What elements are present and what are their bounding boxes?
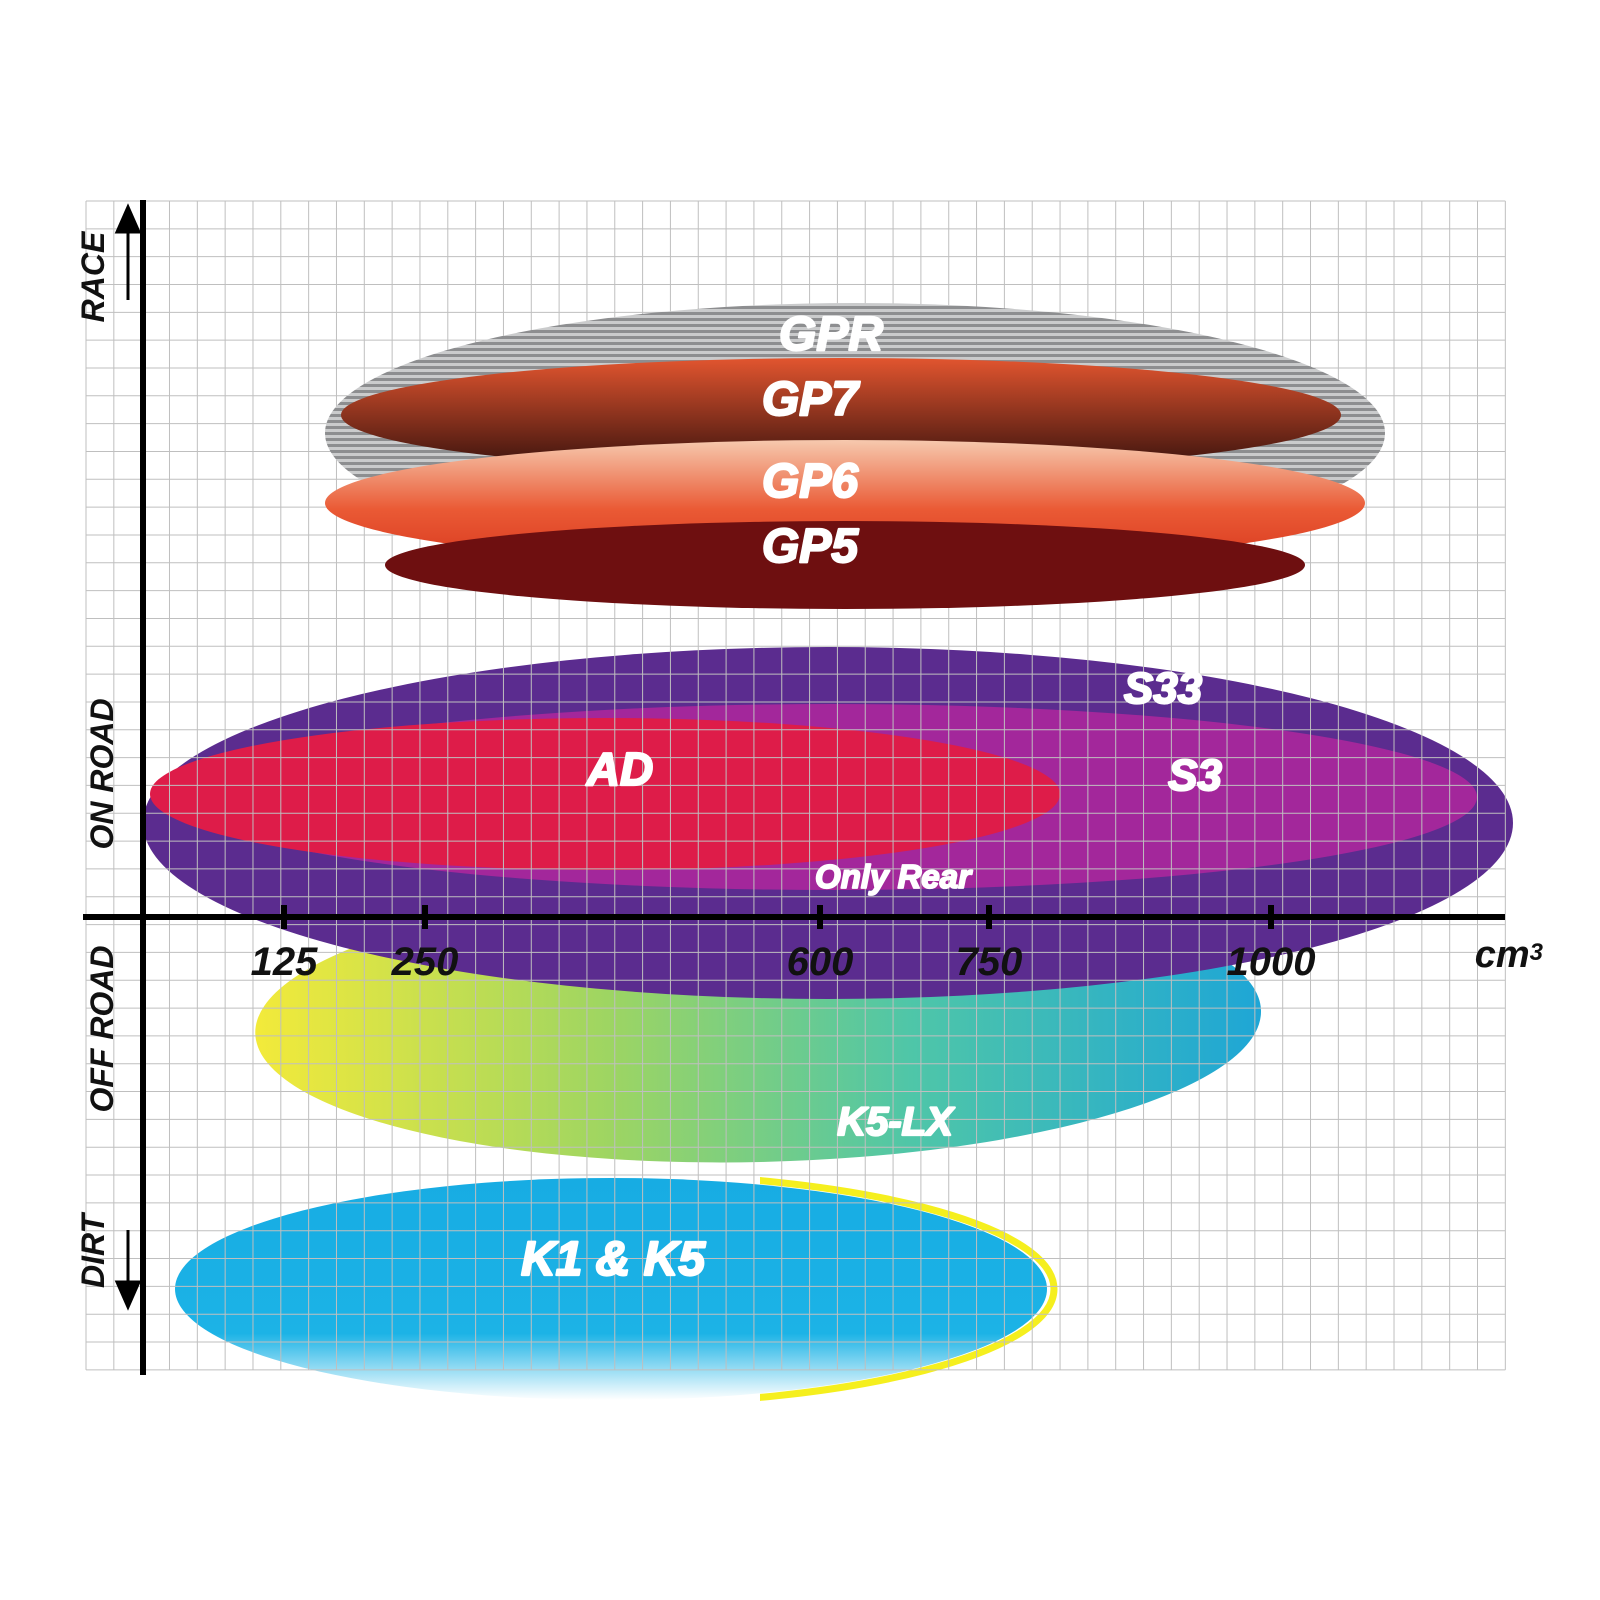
- svg-text:125: 125: [251, 940, 318, 984]
- svg-text:GP6: GP6: [762, 455, 858, 508]
- svg-text:750: 750: [956, 940, 1023, 984]
- svg-text:cm3: cm3: [1475, 934, 1544, 976]
- svg-text:250: 250: [391, 940, 459, 984]
- svg-text:K5-LX: K5-LX: [837, 1100, 955, 1144]
- svg-text:S3: S3: [1168, 751, 1222, 800]
- svg-text:DIRT: DIRT: [75, 1212, 111, 1289]
- svg-text:S33: S33: [1124, 664, 1202, 713]
- svg-text:OFF ROAD: OFF ROAD: [84, 945, 120, 1112]
- svg-text:RACE: RACE: [75, 230, 111, 322]
- svg-text:600: 600: [787, 940, 854, 984]
- svg-text:ON ROAD: ON ROAD: [84, 698, 120, 849]
- svg-text:GP5: GP5: [762, 520, 859, 573]
- svg-text:GP7: GP7: [762, 373, 860, 426]
- svg-text:1000: 1000: [1227, 940, 1316, 984]
- svg-text:K1 & K5: K1 & K5: [521, 1233, 706, 1286]
- svg-text:AD: AD: [586, 743, 653, 795]
- svg-text:GPR: GPR: [779, 308, 883, 361]
- svg-text:Only Rear: Only Rear: [815, 858, 973, 895]
